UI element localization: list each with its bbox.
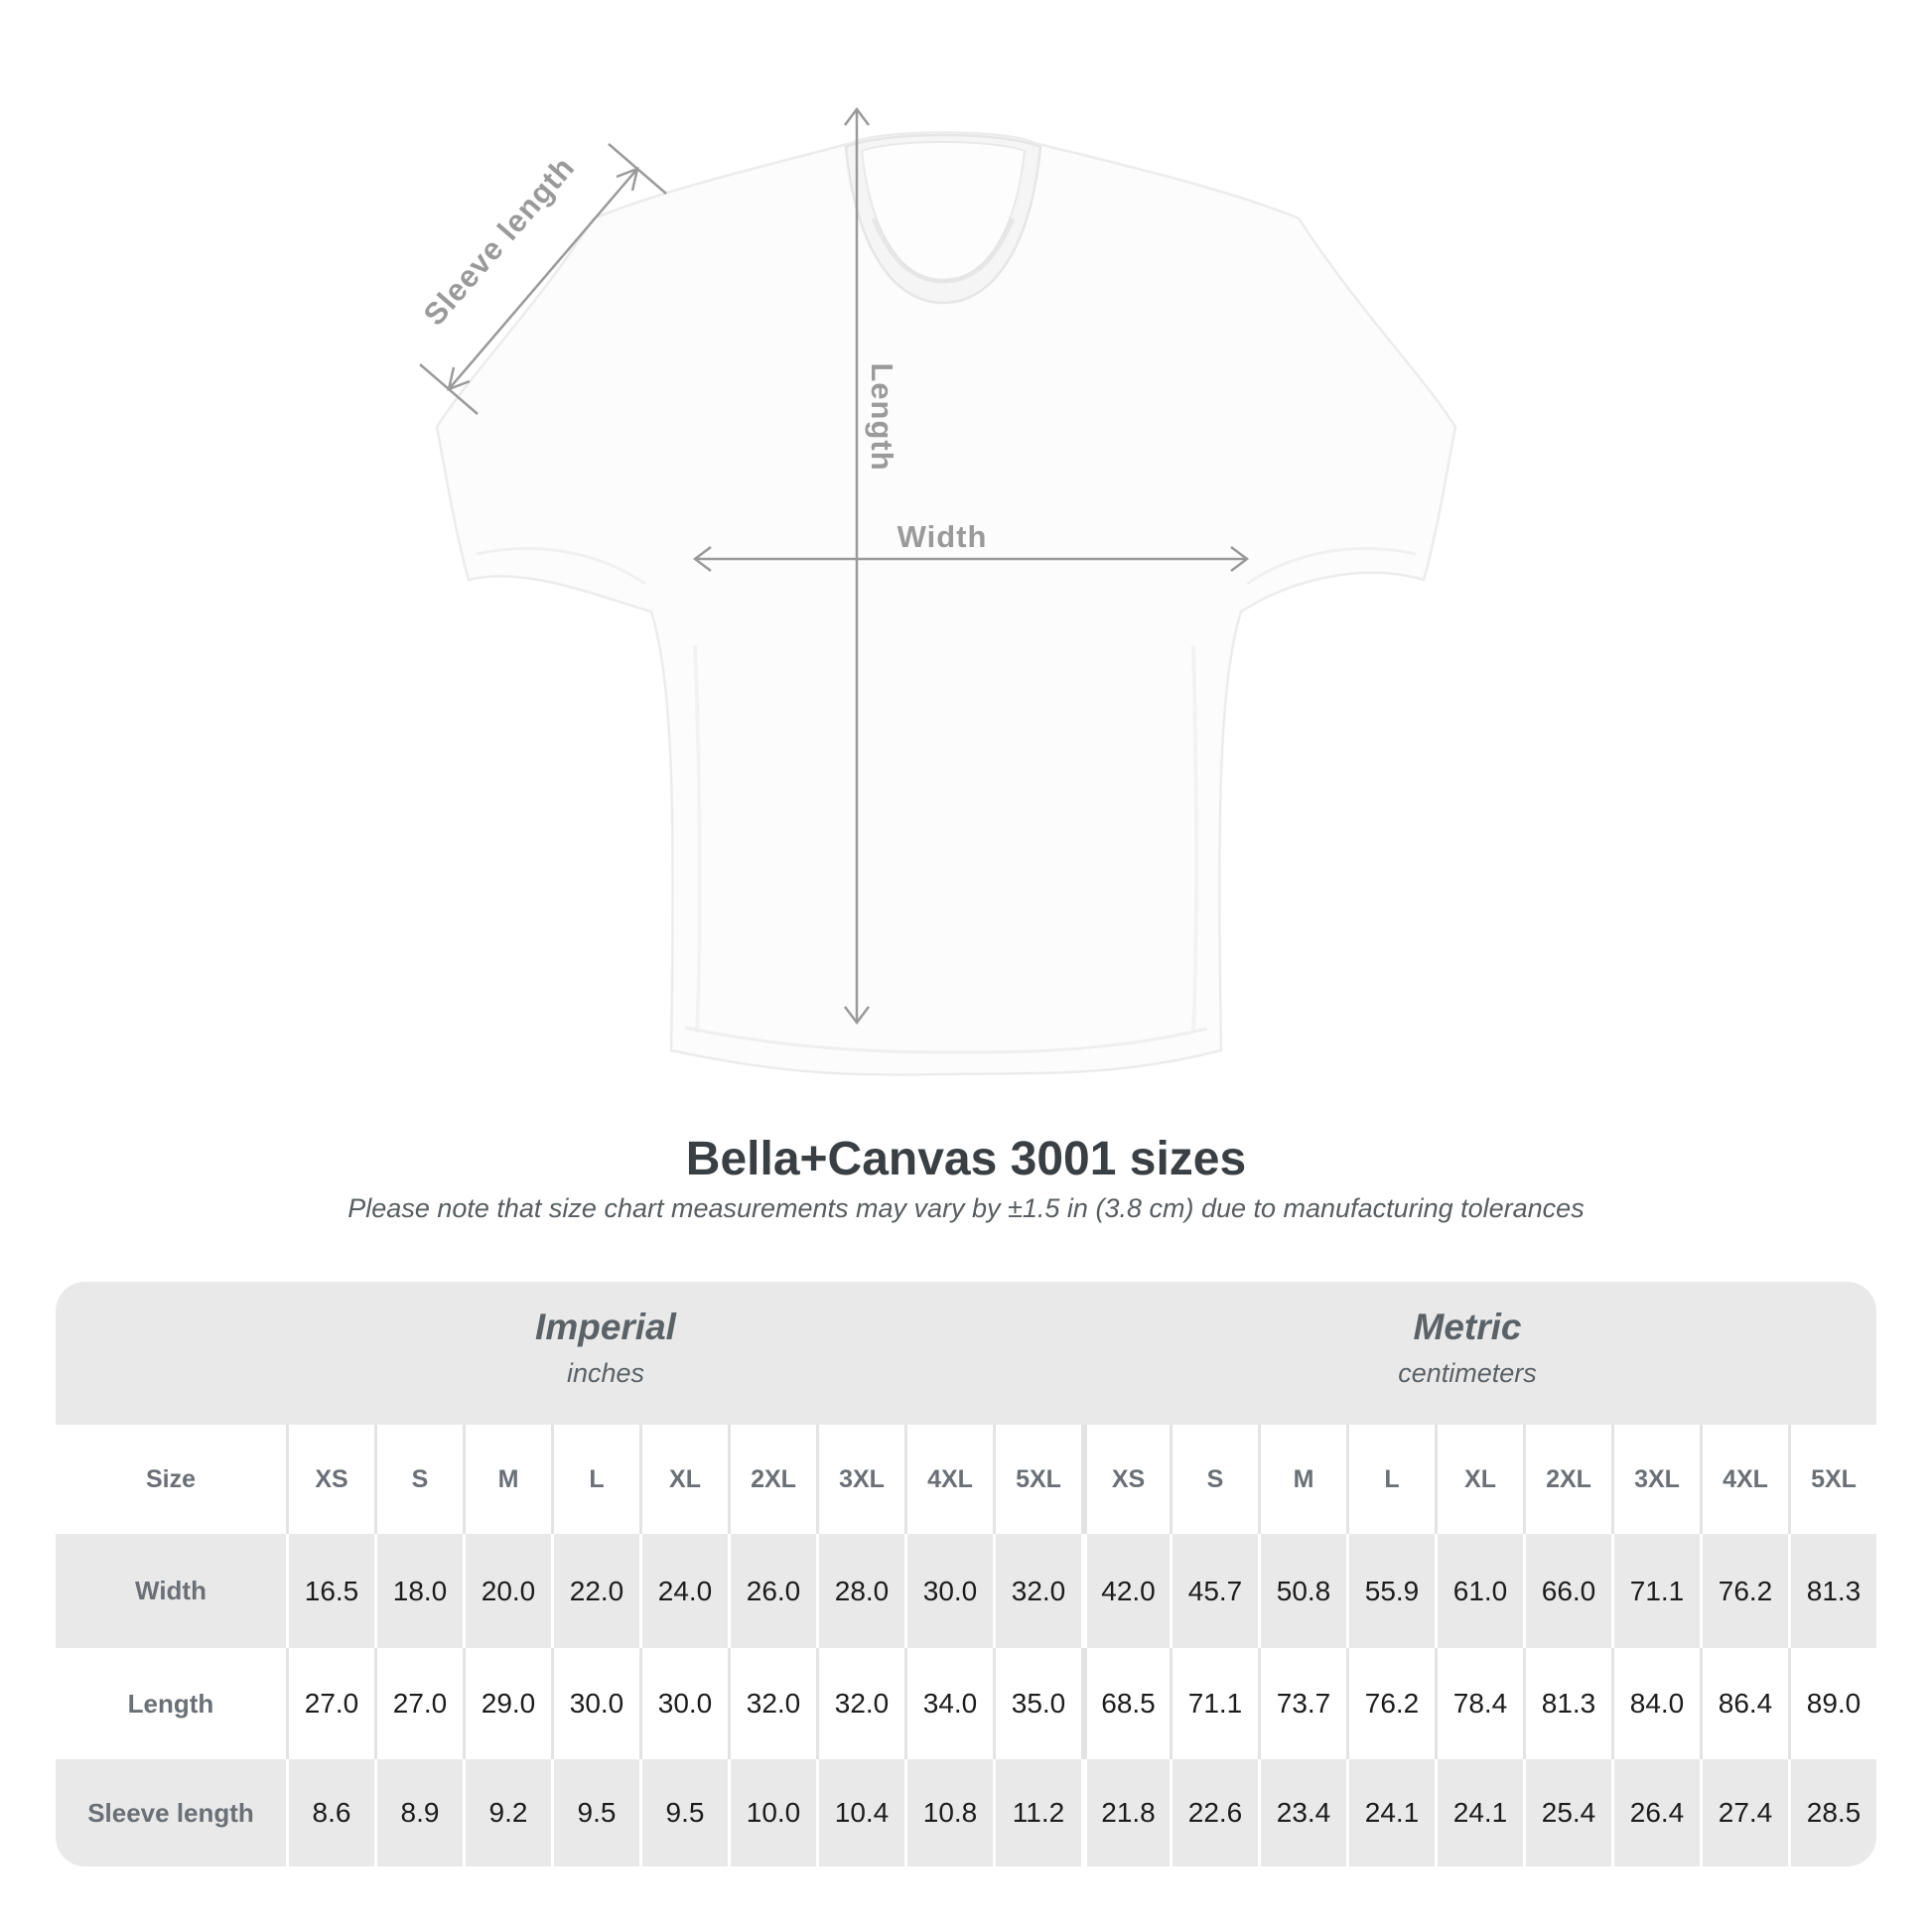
value-cell: 22.6 — [1170, 1759, 1258, 1866]
tshirt-diagram — [419, 106, 1457, 1076]
value-cell: 30.0 — [639, 1648, 728, 1759]
size-header-cell: 5XL — [1788, 1425, 1876, 1534]
value-cell: 81.3 — [1523, 1648, 1611, 1759]
width-dimension-line — [692, 546, 1250, 572]
row-label: Sleeve length — [87, 1797, 254, 1828]
length-dimension-line — [844, 106, 870, 1026]
row-label: Width — [135, 1576, 207, 1605]
value-cell: 30.0 — [904, 1534, 993, 1648]
imperial-section-header: Imperial inches — [535, 1306, 676, 1389]
size-header-cell: L — [1346, 1425, 1435, 1534]
value-cell: 26.0 — [728, 1534, 816, 1648]
width-label: Width — [897, 519, 988, 554]
metric-section-header: Metric centimeters — [1398, 1306, 1537, 1389]
value-cell: 11.2 — [993, 1759, 1081, 1866]
value-cell: 32.0 — [816, 1648, 904, 1759]
value-cell: 24.0 — [639, 1534, 728, 1648]
value-cell: 32.0 — [728, 1648, 816, 1759]
size-header-cell: XS — [286, 1425, 374, 1534]
value-cell: 24.1 — [1346, 1759, 1435, 1866]
value-cell: 27.0 — [286, 1648, 374, 1759]
imperial-label: Imperial — [535, 1307, 676, 1347]
size-header-cell: M — [1258, 1425, 1346, 1534]
value-cell: 81.3 — [1788, 1534, 1876, 1648]
value-cell: 45.7 — [1170, 1534, 1258, 1648]
size-header-cell: 2XL — [728, 1425, 816, 1534]
size-header-cell: XL — [1435, 1425, 1523, 1534]
value-cell: 18.0 — [374, 1534, 463, 1648]
value-cell: 89.0 — [1788, 1648, 1876, 1759]
value-cell: 32.0 — [993, 1534, 1081, 1648]
length-label: Length — [865, 362, 899, 472]
value-cell: 10.8 — [904, 1759, 993, 1866]
value-cell: 73.7 — [1258, 1648, 1346, 1759]
metric-label: Metric — [1413, 1307, 1522, 1347]
value-cell: 76.2 — [1700, 1534, 1788, 1648]
value-cell: 86.4 — [1700, 1648, 1788, 1759]
length-row: Length 27.0 27.0 29.0 30.0 30.0 32.0 32.0 34.0 35… — [56, 1648, 1876, 1759]
value-cell: 30.0 — [551, 1648, 639, 1759]
value-cell: 29.0 — [463, 1648, 551, 1759]
value-cell: 9.5 — [551, 1759, 639, 1866]
value-cell: 50.8 — [1258, 1534, 1346, 1648]
size-header-cell: 2XL — [1523, 1425, 1611, 1534]
value-cell: 9.2 — [463, 1759, 551, 1866]
width-row: Width 16.5 18.0 20.0 22.0 24.0 26.0 28.0 30.0 32.… — [56, 1534, 1876, 1648]
value-cell: 24.1 — [1435, 1759, 1523, 1866]
size-chart-table: Imperial inches Metric centimeters Size X… — [56, 1282, 1876, 1866]
value-cell: 78.4 — [1435, 1648, 1523, 1759]
sleeve-length-row: Sleeve length 8.6 8.9 9.2 9.5 9.5 10.0 10.4 10.8… — [56, 1759, 1876, 1866]
tshirt-silhouette — [435, 131, 1457, 1076]
size-header-cell: XL — [639, 1425, 728, 1534]
value-cell: 76.2 — [1346, 1648, 1435, 1759]
value-cell: 68.5 — [1081, 1648, 1170, 1759]
size-header-cell: S — [374, 1425, 463, 1534]
value-cell: 8.6 — [286, 1759, 374, 1866]
value-cell: 26.4 — [1611, 1759, 1700, 1866]
value-cell: 20.0 — [463, 1534, 551, 1648]
value-cell: 28.0 — [816, 1534, 904, 1648]
value-cell: 84.0 — [1611, 1648, 1700, 1759]
value-cell: 27.0 — [374, 1648, 463, 1759]
tolerance-note: Please note that size chart measurements… — [347, 1193, 1585, 1223]
size-header-cell: 4XL — [904, 1425, 993, 1534]
value-cell: 71.1 — [1611, 1534, 1700, 1648]
value-cell: 61.0 — [1435, 1534, 1523, 1648]
value-cell: 27.4 — [1700, 1759, 1788, 1866]
size-header-row: Size XS S M L XL 2XL 3XL 4XL 5XL XS S M L XL 2XL 3XL 4XL 5… — [56, 1425, 1876, 1534]
value-cell: 28.5 — [1788, 1759, 1876, 1866]
size-header-cell: S — [1170, 1425, 1258, 1534]
size-header-cell: 5XL — [993, 1425, 1081, 1534]
size-header-cell: L — [551, 1425, 639, 1534]
value-cell: 9.5 — [639, 1759, 728, 1866]
value-cell: 10.0 — [728, 1759, 816, 1866]
size-header-cell: 3XL — [1611, 1425, 1700, 1534]
value-cell: 21.8 — [1081, 1759, 1170, 1866]
imperial-unit-label: inches — [566, 1358, 645, 1388]
size-header-cell: XS — [1081, 1425, 1170, 1534]
value-cell: 34.0 — [904, 1648, 993, 1759]
size-header-cell: 4XL — [1700, 1425, 1788, 1534]
value-cell: 71.1 — [1170, 1648, 1258, 1759]
collar — [844, 133, 1042, 305]
sleeve-dimension-line — [419, 143, 667, 415]
value-cell: 66.0 — [1523, 1534, 1611, 1648]
value-cell: 10.4 — [816, 1759, 904, 1866]
unit-header-band: Imperial inches Metric centimeters — [56, 1282, 1876, 1425]
value-cell: 8.9 — [374, 1759, 463, 1866]
value-cell: 23.4 — [1258, 1759, 1346, 1866]
value-cell: 22.0 — [551, 1534, 639, 1648]
size-header-cell: 3XL — [816, 1425, 904, 1534]
value-cell: 16.5 — [286, 1534, 374, 1648]
metric-unit-label: centimeters — [1398, 1358, 1537, 1388]
value-cell: 35.0 — [993, 1648, 1081, 1759]
value-cell: 55.9 — [1346, 1534, 1435, 1648]
value-cell: 42.0 — [1081, 1534, 1170, 1648]
size-header-cell: M — [463, 1425, 551, 1534]
row-label: Length — [127, 1688, 214, 1719]
size-column-header: Size — [145, 1464, 197, 1493]
value-cell: 25.4 — [1523, 1759, 1611, 1866]
page-title: Bella+Canvas 3001 sizes — [685, 1133, 1247, 1185]
